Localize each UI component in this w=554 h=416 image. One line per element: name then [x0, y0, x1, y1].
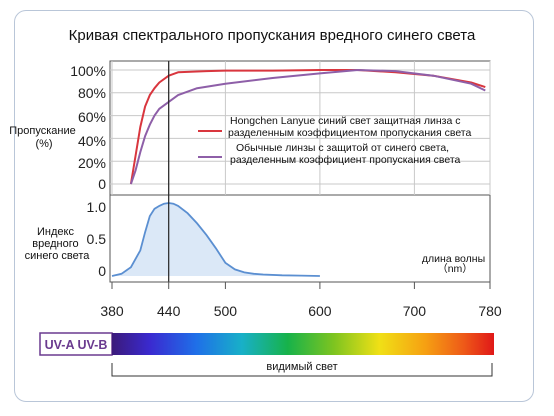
hazard-axis-title-line3: синего света	[25, 250, 91, 262]
x-tick-label-600: 600	[308, 303, 332, 319]
x-tick-label-380: 380	[100, 303, 124, 319]
y-tick-80: 80%	[78, 85, 106, 101]
transmission-axis-title: Пропускание (%)	[9, 125, 79, 150]
wavelength-unit: длина волны （nm）	[422, 253, 488, 275]
hazard-y-tick-1: 1.0	[87, 199, 107, 215]
hazard-axis-title: Индекс вредного синего света	[25, 226, 91, 262]
hazard-y-tick-0: 0	[98, 263, 106, 279]
y-tick-20: 20%	[78, 155, 106, 171]
gridlines	[110, 61, 491, 195]
visible-label-bg	[258, 358, 346, 374]
legend-hongchen-line1: Hongchen Lanyue синий свет защитная линз…	[230, 115, 460, 127]
ordinary-transmission-line	[129, 69, 486, 185]
y-tick-60: 60%	[78, 109, 106, 125]
chart-title: Кривая спектрального пропускания вредног…	[69, 27, 476, 44]
legend-ordinary-line2: разделенным коэффициент пропускания свет…	[230, 154, 461, 166]
hazard-axis-title-line1: Индекс	[37, 226, 74, 238]
visible-spectrum-band	[112, 333, 494, 355]
transmission-axis-title-line1: Пропускание	[9, 125, 75, 137]
hazard-index-curve	[111, 202, 320, 277]
visible-range-bracket	[111, 363, 493, 377]
x-tick-label-440: 440	[157, 303, 181, 319]
x-tick-label-700: 700	[403, 303, 427, 319]
visible-light-label: видимый свет	[266, 361, 337, 373]
hazard-area-fill	[112, 203, 320, 276]
transmission-plot-frame	[109, 60, 491, 196]
wavelength-unit-line1: длина волны	[422, 253, 485, 265]
series-layer	[111, 61, 486, 282]
legend-ordinary-line1: Обычные линзы с защитой от синего света,	[236, 142, 449, 154]
hazard-axis-title-line2: вредного	[32, 238, 78, 250]
y-tick-100: 100%	[70, 63, 106, 79]
legend-label-hongchen: Hongchen Lanyue синий свет защитная линз…	[228, 115, 472, 139]
uv-band-label: UV-A UV-B	[45, 338, 108, 352]
transmission-axis-title-line2: (%)	[35, 138, 52, 150]
hazard-y-tick-05: 0.5	[87, 231, 107, 247]
x-axis: 380 440 500 600 700 780	[100, 281, 502, 319]
legend-hongchen-line2: разделенным коэффициентом пропускания св…	[228, 127, 472, 139]
y-tick-0: 0	[98, 176, 106, 192]
x-tick-label-780: 780	[478, 303, 502, 319]
wavelength-unit-line2: （nm）	[437, 263, 473, 275]
x-tick-label-500: 500	[214, 303, 238, 319]
y-tick-40: 40%	[78, 133, 106, 149]
legend-label-ordinary: Обычные линзы с защитой от синего света,…	[230, 142, 461, 166]
legend: Hongchen Lanyue синий свет защитная линз…	[198, 115, 472, 166]
